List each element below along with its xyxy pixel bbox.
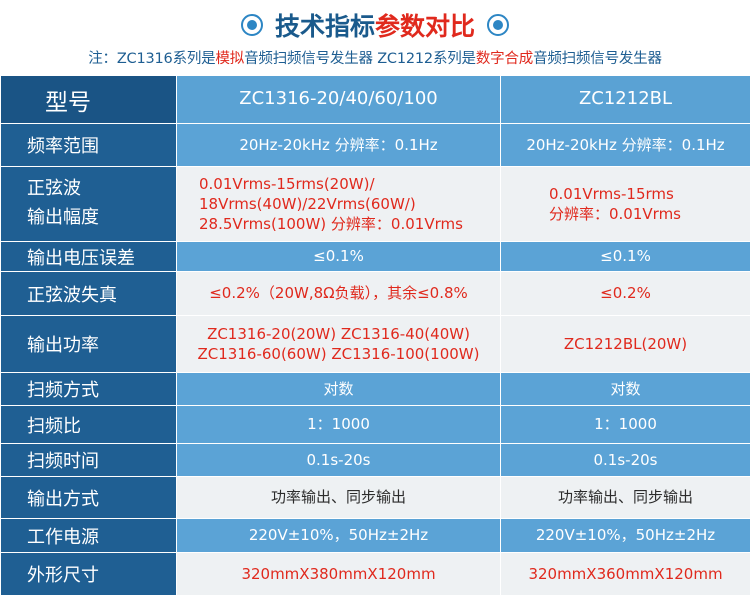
title-part1: 技术指标 — [274, 12, 375, 41]
cell-line: 28.5Vrms(100W) 分辨率：0.01Vrms — [199, 215, 463, 234]
table-row: 频率范围 20Hz-20kHz 分辨率：0.1Hz 20Hz-20kHz 分辨率… — [0, 123, 750, 167]
row-label: 扫频比 — [0, 405, 177, 444]
note-digital: 数字合成 — [475, 51, 534, 67]
header-model-zc1316: ZC1316-20/40/60/100 — [176, 75, 501, 124]
note-analog: 模拟 — [215, 51, 245, 67]
table-header-row: 型号 ZC1316-20/40/60/100 ZC1212BL — [0, 75, 750, 124]
cell-zc1212: 功率输出、同步输出 — [500, 476, 750, 519]
cell-zc1316: ≤0.2%（20W,8Ω负载），其余≤0.8% — [176, 271, 501, 316]
row-label-line: 正弦波 — [27, 178, 81, 200]
note-mid: 音频扫频信号发生器 ZC1212系列是 — [244, 51, 476, 67]
cell-zc1212: ≤0.2% — [500, 271, 750, 316]
cell-zc1212: 对数 — [500, 372, 750, 406]
cell-line: ZC1316-60(60W) ZC1316-100(100W) — [197, 345, 480, 363]
header-label: 型号 — [0, 75, 177, 124]
note-suffix: 音频扫频信号发生器 — [533, 51, 662, 67]
table-row: 输出电压误差 ≤0.1% ≤0.1% — [0, 241, 750, 272]
cell-zc1316: 320mmX380mmX120mm — [176, 552, 501, 596]
cell-zc1316: 0.1s-20s — [176, 443, 501, 477]
row-label: 输出功率 — [0, 315, 177, 373]
cell-zc1316: 对数 — [176, 372, 501, 406]
cell-zc1212: 1：1000 — [500, 405, 750, 444]
cell-zc1212: 0.01Vrms-15rms 分辨率：0.01Vrms — [500, 166, 750, 242]
cell-zc1316: 220V±10%，50Hz±2Hz — [176, 518, 501, 553]
row-label: 频率范围 — [0, 123, 177, 167]
cell-zc1212: 320mmX360mmX120mm — [500, 552, 750, 596]
cell-line: ZC1316-20(20W) ZC1316-40(40W) — [207, 324, 470, 343]
cell-zc1316: 功率输出、同步输出 — [176, 476, 501, 519]
cell-zc1316: 1：1000 — [176, 405, 501, 444]
cell-line: 0.01Vrms-15rms(20W)/ — [199, 174, 375, 193]
cell-zc1212: 0.1s-20s — [500, 443, 750, 477]
cell-zc1212: 20Hz-20kHz 分辨率：0.1Hz — [500, 123, 750, 167]
title-part2: 参数对比 — [375, 12, 476, 41]
row-label: 正弦波 输出幅度 — [0, 166, 177, 242]
table-row: 正弦波失真 ≤0.2%（20W,8Ω负载），其余≤0.8% ≤0.2% — [0, 271, 750, 316]
circle-bullet-icon — [487, 14, 510, 36]
series-note: 注：ZC1316系列是模拟音频扫频信号发生器 ZC1212系列是数字合成音频扫频… — [0, 47, 750, 71]
cell-line: 分辨率：0.01Vrms — [549, 205, 681, 223]
cell-line: 0.01Vrms-15rms — [549, 184, 674, 203]
cell-zc1316: 0.01Vrms-15rms(20W)/ 18Vrms(40W)/22Vrms(… — [176, 166, 501, 242]
row-label: 扫频时间 — [0, 443, 177, 477]
cell-zc1212: ≤0.1% — [500, 241, 750, 272]
row-label: 输出电压误差 — [0, 241, 177, 272]
table-row: 工作电源 220V±10%，50Hz±2Hz 220V±10%，50Hz±2Hz — [0, 518, 750, 553]
table-row: 外形尺寸 320mmX380mmX120mm 320mmX360mmX120mm — [0, 552, 750, 596]
row-label: 输出方式 — [0, 476, 177, 519]
row-label-line: 输出幅度 — [27, 207, 99, 228]
cell-zc1212: ZC1212BL(20W) — [500, 315, 750, 373]
table-row: 输出方式 功率输出、同步输出 功率输出、同步输出 — [0, 476, 750, 519]
spec-comparison-table: 型号 ZC1316-20/40/60/100 ZC1212BL 频率范围 20H… — [0, 75, 750, 596]
row-label: 外形尺寸 — [0, 552, 177, 596]
cell-zc1316: ZC1316-20(20W) ZC1316-40(40W) ZC1316-60(… — [176, 315, 501, 373]
table-row: 输出功率 ZC1316-20(20W) ZC1316-40(40W) ZC131… — [0, 315, 750, 373]
row-label: 扫频方式 — [0, 372, 177, 406]
page-title: 技术指标 参数对比 — [0, 6, 750, 44]
cell-zc1212: 220V±10%，50Hz±2Hz — [500, 518, 750, 553]
header-model-zc1212: ZC1212BL — [500, 75, 750, 124]
row-label: 工作电源 — [0, 518, 177, 553]
circle-bullet-icon — [240, 14, 263, 36]
cell-zc1316: 20Hz-20kHz 分辨率：0.1Hz — [176, 123, 501, 167]
table-row: 正弦波 输出幅度 0.01Vrms-15rms(20W)/ 18Vrms(40W… — [0, 166, 750, 242]
cell-zc1316: ≤0.1% — [176, 241, 501, 272]
table-row: 扫频比 1：1000 1：1000 — [0, 405, 750, 444]
row-label: 正弦波失真 — [0, 271, 177, 316]
table-row: 扫频时间 0.1s-20s 0.1s-20s — [0, 443, 750, 477]
cell-line: 18Vrms(40W)/22Vrms(60W/) — [199, 194, 416, 213]
note-prefix: 注：ZC1316系列是 — [88, 51, 216, 67]
table-row: 扫频方式 对数 对数 — [0, 372, 750, 406]
